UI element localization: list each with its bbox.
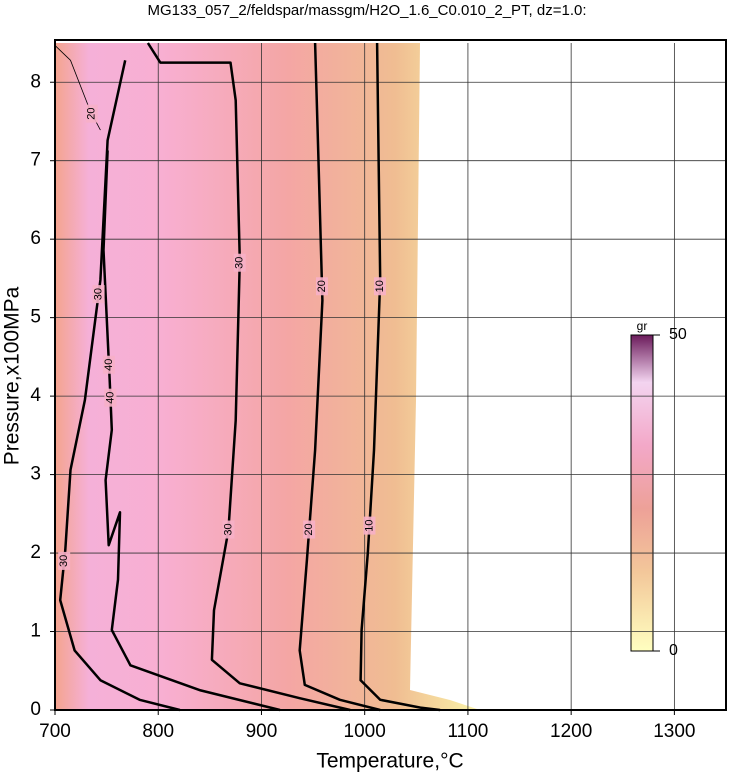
x-tick-label: 1100 <box>447 721 488 742</box>
x-tick-label: 800 <box>142 721 174 742</box>
contour-label-bg <box>222 520 235 539</box>
colorbar-tick-label: 50 <box>669 326 687 343</box>
contour-label-bg <box>315 277 328 296</box>
x-tick-label: 1300 <box>653 721 695 742</box>
x-tick-label: 700 <box>39 721 71 742</box>
contour-label-bg <box>102 355 115 374</box>
contour-label: 30 <box>234 257 246 269</box>
x-tick-label: 1000 <box>344 721 386 742</box>
contour-label-bg <box>58 551 71 570</box>
y-tick-label: 6 <box>30 228 41 249</box>
contour-label: 20 <box>86 107 98 119</box>
contour-line <box>146 42 351 712</box>
y-tick-label: 5 <box>30 307 41 328</box>
contour-label: 40 <box>104 392 116 404</box>
y-tick-label: 3 <box>30 464 41 485</box>
y-tick-label: 4 <box>30 385 41 406</box>
y-axis-label: Pressure,x100MPa <box>1 286 24 465</box>
y-tick-label: 8 <box>30 71 41 92</box>
contour-label-bg <box>92 285 105 304</box>
contour-label-bg <box>104 388 117 407</box>
y-tick-label: 0 <box>30 699 41 720</box>
colorbar <box>630 334 654 652</box>
contour-label-bg <box>373 277 386 296</box>
x-axis-label: Temperature,°C <box>316 750 463 773</box>
contour-label-bg <box>85 104 98 123</box>
contour-label: 30 <box>222 523 234 535</box>
contour-line <box>298 42 381 712</box>
contour-label: 20 <box>303 523 315 535</box>
y-tick-label: 7 <box>30 150 41 171</box>
y-tick-label: 1 <box>30 621 41 642</box>
contour-line <box>58 60 181 712</box>
colorbar-label: gr <box>637 319 648 333</box>
plot-frame <box>54 39 727 711</box>
x-tick-label: 900 <box>246 721 278 742</box>
chart-title: MG133_057_2/feldspar/massgm/H2O_1.6_C0.0… <box>147 2 586 19</box>
contour-line <box>359 42 441 712</box>
contour-label-bg <box>303 520 316 539</box>
contour-label-bg <box>363 516 376 535</box>
field-fill <box>55 43 480 710</box>
contour-label: 20 <box>316 280 328 292</box>
x-tick-label: 1200 <box>550 721 592 742</box>
contour-label: 10 <box>363 519 375 531</box>
colorbar-tick-label: 0 <box>669 642 678 659</box>
contour-label: 30 <box>93 288 105 300</box>
contour-label: 30 <box>58 555 70 567</box>
contour-label-bg <box>233 253 246 272</box>
y-tick-label: 2 <box>30 542 41 563</box>
contour-label: 40 <box>103 359 115 371</box>
contour-label: 10 <box>374 280 386 292</box>
